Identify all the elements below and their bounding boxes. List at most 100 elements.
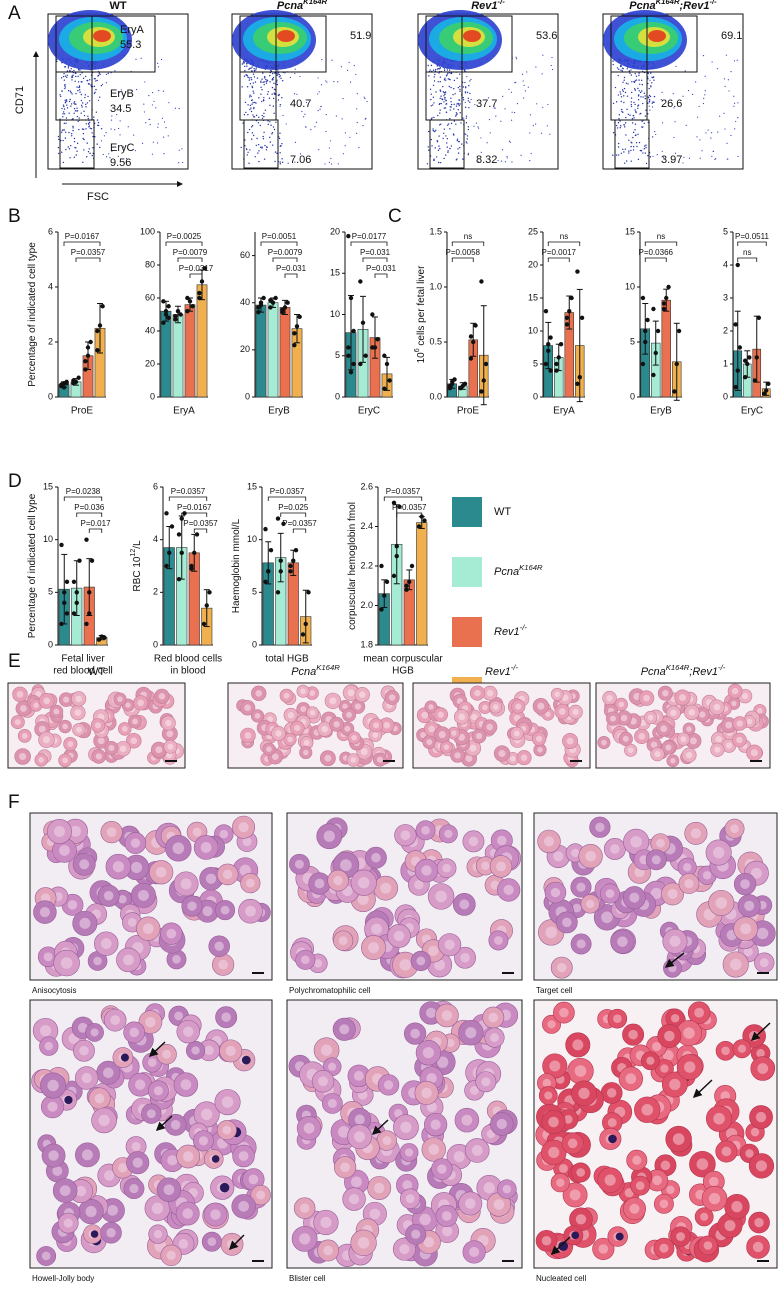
data-point <box>737 345 743 350</box>
event-dot <box>157 62 159 64</box>
cell-pallor <box>635 1181 645 1190</box>
data-point <box>97 323 103 328</box>
event-dot <box>93 92 96 95</box>
event-dot <box>695 81 697 83</box>
event-dot <box>64 83 66 86</box>
cell-pallor <box>400 1121 412 1133</box>
event-dot <box>251 66 253 68</box>
cell-pallor <box>183 1026 194 1037</box>
event-dot <box>450 122 453 125</box>
x-axis-label: Red blood cells <box>154 654 222 665</box>
data-point <box>163 312 169 317</box>
event-dot <box>363 96 365 98</box>
event-dot <box>427 146 429 148</box>
cell-pallor <box>420 731 427 739</box>
data-point <box>735 262 740 268</box>
event-dot <box>453 108 455 110</box>
event-dot <box>83 149 85 151</box>
event-dot <box>140 57 142 59</box>
event-dot <box>128 104 130 106</box>
cell-pallor <box>428 945 439 956</box>
event-dot <box>673 107 675 109</box>
event-dot <box>630 103 632 106</box>
cell-pallor <box>74 709 82 716</box>
text-part: ;Rev1 <box>689 666 718 678</box>
event-dot <box>727 158 729 160</box>
cell-pallor <box>131 1141 141 1152</box>
event-dot <box>247 131 249 134</box>
y-tick-label: 40 <box>240 297 250 307</box>
cell-pallor <box>244 704 251 712</box>
event-dot <box>68 148 71 150</box>
event-dot <box>614 86 617 89</box>
event-dot <box>95 88 97 91</box>
cell-pallor <box>731 687 739 695</box>
x-axis-label: HGB <box>392 666 414 677</box>
cell-pallor <box>245 878 255 888</box>
significance-label: P=0.0079 <box>173 248 208 257</box>
event-dot <box>105 156 108 158</box>
cell-pallor <box>63 1218 73 1228</box>
event-dot <box>733 95 735 97</box>
cell-pallor <box>353 1070 364 1081</box>
cell-pallor <box>617 936 628 947</box>
cell-pallor <box>187 901 197 911</box>
event-dot <box>714 158 716 160</box>
event-dot <box>661 91 663 93</box>
event-dot <box>264 144 266 147</box>
event-dot <box>100 128 103 130</box>
cell-pallor <box>502 1184 512 1194</box>
data-point <box>263 526 268 532</box>
event-dot <box>626 95 629 97</box>
data-point <box>351 328 356 334</box>
data-point <box>761 391 767 396</box>
event-dot <box>649 99 651 101</box>
cell-pallor <box>127 917 137 927</box>
event-dot <box>324 163 326 165</box>
event-dot <box>455 114 458 116</box>
event-dot <box>100 140 103 142</box>
arrow <box>664 952 685 968</box>
event-dot <box>468 84 470 87</box>
cell-pallor <box>425 1007 437 1019</box>
data-point <box>83 367 88 372</box>
data-point <box>554 361 559 367</box>
event-dot <box>85 123 88 125</box>
event-dot <box>443 101 445 103</box>
event-dot <box>439 147 441 150</box>
event-dot <box>439 102 441 105</box>
event-dot <box>432 128 434 130</box>
event-dot <box>487 97 490 99</box>
event-dot <box>625 134 627 136</box>
arrow <box>750 1022 771 1042</box>
cell-pallor <box>344 725 351 732</box>
cell-pallor <box>94 722 102 729</box>
data-point <box>161 320 166 325</box>
caption: Blister cell <box>289 1274 326 1283</box>
event-dot <box>443 128 446 130</box>
y-tick-label: 80 <box>145 259 155 269</box>
cell-pallor <box>646 1056 655 1065</box>
cell-pallor <box>713 1112 725 1125</box>
data-point <box>382 353 387 358</box>
event-dot <box>642 96 644 98</box>
event-dot <box>88 126 90 128</box>
cell-pallor <box>547 1020 556 1029</box>
event-dot <box>271 133 273 135</box>
cell-pallor <box>442 1226 453 1237</box>
event-dot <box>645 144 647 146</box>
cell-pallor <box>419 1213 431 1226</box>
event-dot <box>458 99 460 101</box>
data-point <box>651 372 656 378</box>
cell-pallor <box>238 1151 249 1161</box>
cell-pallor <box>239 864 251 876</box>
event-dot <box>73 107 76 110</box>
significance-label: P=0.0357 <box>270 487 305 496</box>
y-tick-label: 4 <box>153 534 158 544</box>
event-dot <box>465 133 467 135</box>
cell-pallor <box>630 836 642 848</box>
event-dot <box>68 131 70 134</box>
event-dot <box>242 122 244 124</box>
cell-pallor <box>245 905 256 917</box>
event-dot <box>636 145 638 148</box>
